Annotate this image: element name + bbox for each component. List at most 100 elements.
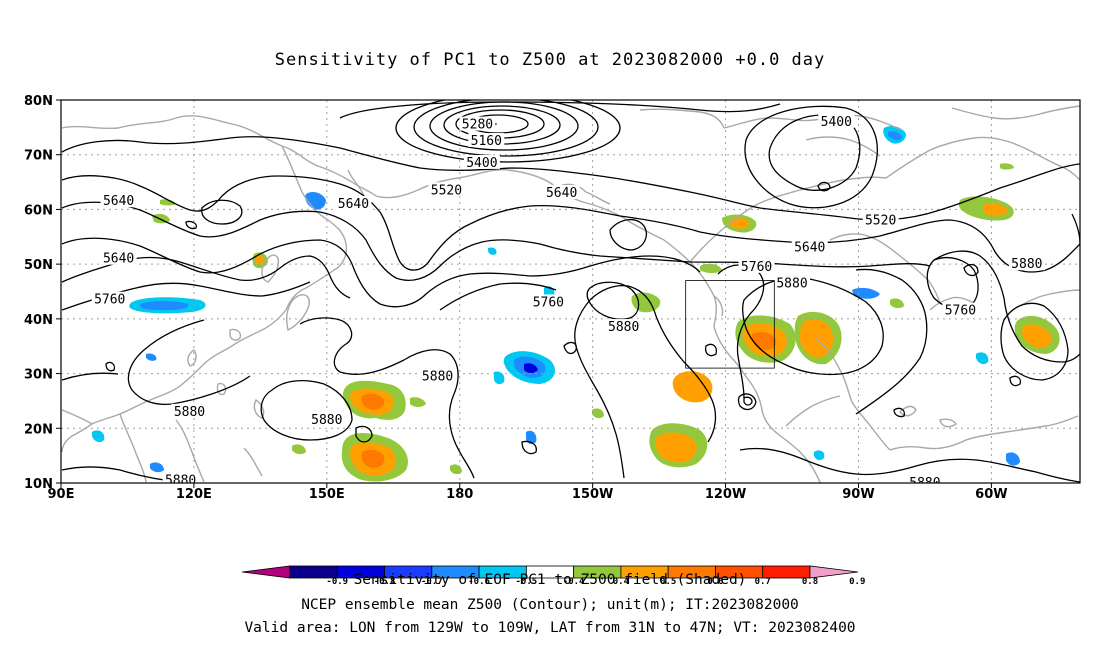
map-title: Sensitivity of PC1 to Z500 at 2023082000… bbox=[274, 50, 826, 70]
colorbar: -0.9 -0.8 -0.7 -0.6 -0.5 -0.4 0.4 0.5 0.6 0.7 0.8 0… bbox=[241, 565, 865, 587]
coastline bbox=[149, 309, 287, 401]
contour-label: 5880 bbox=[776, 276, 807, 291]
contour-line bbox=[395, 100, 621, 163]
coastline bbox=[229, 328, 242, 341]
lon-tick-label: 120E bbox=[176, 487, 212, 502]
coastline bbox=[885, 136, 1080, 181]
contour-line bbox=[893, 407, 906, 418]
positive-patch bbox=[256, 255, 264, 264]
contour-label-bg bbox=[308, 412, 345, 427]
coastline bbox=[375, 177, 459, 199]
lat-tick-label: 60N bbox=[24, 203, 53, 218]
positive-patch bbox=[592, 408, 604, 419]
lat-tick-label: 20N bbox=[24, 422, 53, 437]
positive-patch bbox=[655, 432, 697, 463]
coastline bbox=[187, 349, 197, 367]
contour-label-bg bbox=[906, 475, 943, 483]
contour-label-bg bbox=[335, 195, 372, 210]
contour-line bbox=[586, 281, 640, 320]
contour-label: 5880 bbox=[909, 476, 940, 491]
coastline bbox=[243, 447, 263, 477]
contour-label-bg bbox=[91, 291, 128, 306]
footer-line-shading: Sensitivity of EOF PC1 to Z500 field (Sh… bbox=[353, 572, 747, 588]
colorbar-label: -0.4 bbox=[563, 577, 585, 587]
positive-patch bbox=[160, 199, 176, 206]
contour-line bbox=[574, 299, 625, 479]
contour-label-bg bbox=[171, 403, 208, 418]
contour-label: 5760 bbox=[945, 304, 976, 319]
contour-line bbox=[61, 175, 1080, 273]
contour-line bbox=[563, 341, 577, 355]
colorbar-label: 0.5 bbox=[660, 577, 676, 587]
colorbar-label: 0.4 bbox=[613, 577, 630, 587]
contour-label-bg bbox=[1008, 256, 1045, 271]
contour-label-bg bbox=[459, 116, 496, 131]
contour-line bbox=[1009, 375, 1022, 387]
coastline bbox=[286, 294, 310, 332]
contour-label: 5880 bbox=[311, 413, 342, 428]
contour-line bbox=[185, 220, 198, 230]
coastline bbox=[713, 295, 724, 317]
contour-label-bg bbox=[774, 275, 811, 290]
coastline bbox=[457, 168, 665, 241]
lat-tick-label: 70N bbox=[24, 149, 53, 164]
valid-area-box bbox=[685, 280, 775, 369]
contour-label: 5760 bbox=[741, 260, 772, 275]
positive-patch bbox=[700, 263, 722, 273]
lat-tick-label: 50N bbox=[24, 258, 53, 273]
contour-line bbox=[817, 181, 831, 192]
footer-line-contour: NCEP ensemble mean Z500 (Contour); unit(… bbox=[301, 597, 799, 613]
colorbar-label: 0.9 bbox=[849, 577, 865, 587]
colorbar-label: -0.5 bbox=[516, 577, 538, 587]
positive-patch bbox=[361, 449, 385, 468]
contour-line bbox=[933, 250, 1080, 363]
coastline bbox=[1019, 289, 1080, 307]
coastline bbox=[951, 105, 1080, 120]
contour-line bbox=[201, 199, 243, 225]
contour-line bbox=[1000, 302, 1069, 381]
positive-patch bbox=[672, 371, 713, 403]
sensitivity-shading bbox=[92, 126, 1060, 482]
negative-patch bbox=[852, 287, 880, 299]
colorbar-label: 0.6 bbox=[707, 577, 723, 587]
negative-patch bbox=[494, 371, 505, 385]
lon-tick-label: 150W bbox=[572, 487, 613, 502]
contour-line bbox=[737, 393, 757, 411]
contour-label: 5880 bbox=[174, 405, 205, 420]
negative-patch bbox=[150, 462, 164, 473]
contour-line bbox=[744, 105, 878, 209]
contour-line bbox=[127, 319, 251, 406]
contour-line bbox=[739, 447, 1080, 483]
colorbar-label: -0.7 bbox=[421, 577, 443, 587]
contour-label-bg bbox=[100, 193, 137, 208]
contour-label-bg bbox=[530, 294, 567, 309]
contour-label: 5880 bbox=[608, 320, 639, 335]
contour-label: 5640 bbox=[103, 194, 134, 209]
negative-patch bbox=[524, 363, 538, 373]
contour-label: 5400 bbox=[466, 156, 497, 171]
lat-tick-label: 30N bbox=[24, 368, 53, 383]
contour-line bbox=[105, 361, 116, 372]
contour-label: 5400 bbox=[821, 115, 852, 130]
contour-line bbox=[855, 268, 928, 415]
contour-label-bg bbox=[942, 302, 979, 317]
positive-patch bbox=[982, 203, 1008, 217]
contour-line bbox=[609, 219, 647, 251]
coastline bbox=[281, 145, 348, 311]
positive-patch bbox=[890, 298, 904, 309]
contour-label: 5640 bbox=[546, 186, 577, 201]
negative-patch bbox=[146, 353, 157, 361]
positive-patch bbox=[1000, 163, 1014, 170]
contour-line bbox=[403, 349, 475, 479]
coastline bbox=[939, 418, 957, 428]
contour-label: 5640 bbox=[338, 197, 369, 212]
lat-tick-label: 80N bbox=[24, 94, 53, 109]
coastline bbox=[559, 183, 611, 205]
coastline bbox=[689, 176, 887, 263]
negative-patch bbox=[526, 430, 537, 445]
gridlines bbox=[61, 100, 1080, 483]
colorbar-label: -0.8 bbox=[374, 577, 396, 587]
contour-label-bg bbox=[463, 154, 500, 169]
